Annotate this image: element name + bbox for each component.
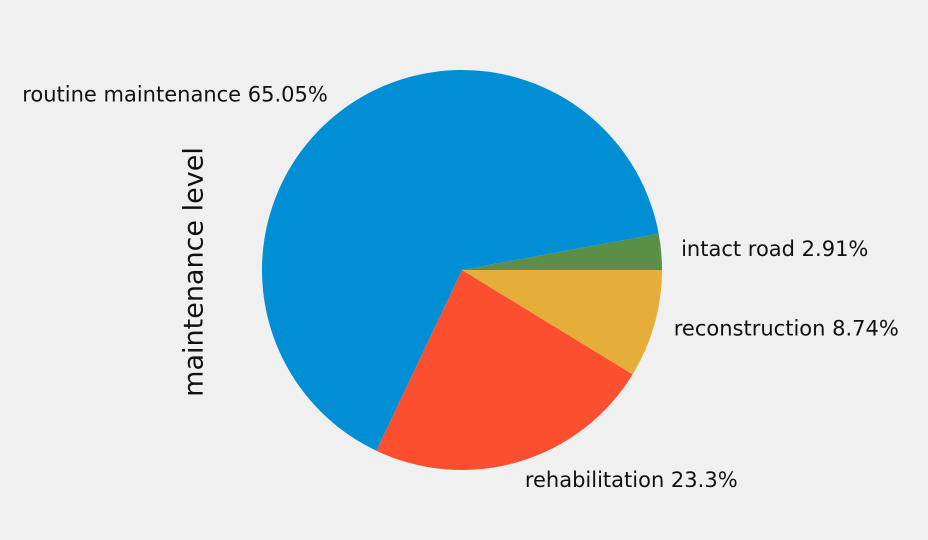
- pie-slices: [262, 70, 662, 471]
- pie-label-reconstruction: reconstruction 8.74%: [674, 317, 899, 341]
- pie-slice-intact-road: [462, 233, 662, 270]
- y-axis-label: maintenance level: [179, 147, 210, 397]
- pie-slice-rehabilitation: [376, 270, 633, 471]
- pie-label-intact-road: intact road 2.91%: [681, 237, 868, 261]
- pie-label-rehabilitation: rehabilitation 23.3%: [525, 468, 738, 492]
- pie-slice-routine-maintenance: [262, 70, 659, 451]
- pie-labels: intact road 2.91% routine maintenance 65.…: [22, 83, 899, 492]
- pie-label-routine-maintenance: routine maintenance 65.05%: [22, 83, 328, 107]
- pie-slice-reconstruction: [462, 270, 662, 375]
